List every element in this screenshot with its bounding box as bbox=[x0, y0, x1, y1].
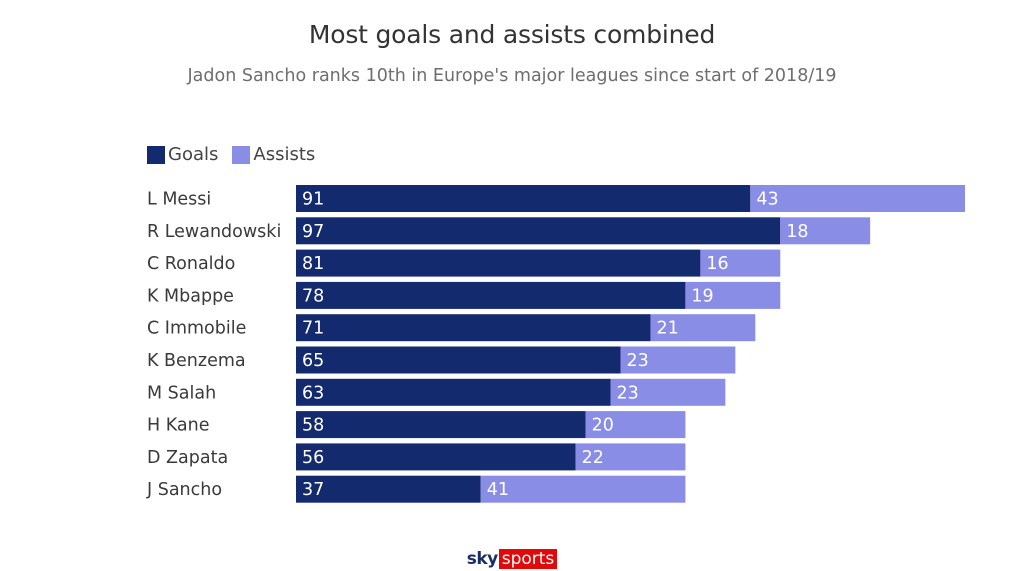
bar-goals-h-kane bbox=[296, 411, 586, 439]
bar-goals-k-benzema bbox=[296, 346, 621, 374]
category-label-h-kane: H Kane bbox=[147, 416, 209, 436]
chart-subtitle: Jadon Sancho ranks 10th in Europe's majo… bbox=[187, 66, 837, 86]
sky-sports-logo: sky sports bbox=[0, 549, 1024, 569]
data-label-assists-j-sancho: 41 bbox=[487, 480, 509, 500]
legend-item-goals: Goals bbox=[147, 144, 218, 165]
bar-assists-c-ronaldo bbox=[700, 249, 781, 277]
category-label-r-lewandowski: R Lewandowski bbox=[147, 222, 281, 242]
data-label-goals-k-mbappe: 78 bbox=[302, 286, 324, 306]
bar-assists-k-benzema bbox=[620, 346, 736, 374]
category-label-m-salah: M Salah bbox=[147, 383, 216, 403]
data-label-goals-k-benzema: 65 bbox=[302, 351, 324, 371]
data-label-goals-c-immobile: 71 bbox=[302, 319, 324, 339]
data-label-assists-h-kane: 20 bbox=[592, 416, 614, 436]
data-label-goals-l-messi: 91 bbox=[302, 190, 324, 210]
bar-goals-l-messi bbox=[296, 185, 751, 212]
data-label-assists-l-messi: 43 bbox=[756, 190, 778, 210]
data-label-assists-k-mbappe: 19 bbox=[691, 286, 713, 306]
bar-goals-c-ronaldo bbox=[296, 249, 701, 277]
bar-assists-l-messi bbox=[750, 185, 965, 212]
legend-swatch-assists bbox=[232, 145, 251, 164]
data-label-assists-c-immobile: 21 bbox=[656, 319, 678, 339]
legend: Goals Assists bbox=[147, 144, 329, 165]
category-label-k-benzema: K Benzema bbox=[147, 351, 246, 371]
chart-title: Most goals and assists combined bbox=[308, 20, 716, 49]
data-label-goals-r-lewandowski: 97 bbox=[302, 222, 324, 242]
data-label-assists-c-ronaldo: 16 bbox=[706, 254, 728, 274]
bar-assists-j-sancho bbox=[480, 475, 686, 503]
logo-sky: sky bbox=[466, 549, 499, 569]
data-label-assists-k-benzema: 23 bbox=[627, 351, 649, 371]
legend-label-goals: Goals bbox=[168, 144, 219, 165]
bar-goals-c-immobile bbox=[296, 314, 651, 342]
bar-goals-k-mbappe bbox=[296, 281, 686, 309]
bar-assists-h-kane bbox=[585, 411, 686, 439]
data-label-goals-j-sancho: 37 bbox=[302, 480, 324, 500]
logo-sports: sports bbox=[498, 549, 558, 569]
data-label-assists-m-salah: 23 bbox=[617, 383, 639, 403]
category-label-j-sancho: J Sancho bbox=[146, 480, 222, 500]
category-label-k-mbappe: K Mbappe bbox=[147, 286, 234, 306]
bar-assists-k-mbappe bbox=[685, 281, 781, 309]
category-label-c-immobile: C Immobile bbox=[147, 319, 246, 339]
legend-item-assists: Assists bbox=[232, 144, 315, 165]
bar-goals-r-lewandowski bbox=[296, 217, 781, 245]
data-label-goals-h-kane: 58 bbox=[302, 416, 324, 436]
data-label-assists-d-zapata: 22 bbox=[582, 448, 604, 468]
bar-goals-j-sancho bbox=[296, 475, 481, 503]
bar-assists-r-lewandowski bbox=[780, 217, 871, 245]
category-label-d-zapata: D Zapata bbox=[147, 448, 228, 468]
bar-goals-m-salah bbox=[296, 378, 611, 406]
category-label-c-ronaldo: C Ronaldo bbox=[147, 254, 235, 274]
category-label-l-messi: L Messi bbox=[147, 190, 211, 210]
data-label-goals-c-ronaldo: 81 bbox=[302, 254, 324, 274]
legend-label-assists: Assists bbox=[253, 144, 316, 165]
data-label-goals-m-salah: 63 bbox=[302, 383, 324, 403]
bar-assists-m-salah bbox=[610, 378, 726, 406]
data-label-assists-r-lewandowski: 18 bbox=[786, 222, 808, 242]
legend-swatch-goals bbox=[147, 145, 165, 164]
bar-assists-d-zapata bbox=[575, 443, 686, 471]
data-label-goals-d-zapata: 56 bbox=[302, 448, 324, 468]
bar-assists-c-immobile bbox=[650, 314, 756, 342]
bar-goals-d-zapata bbox=[296, 443, 576, 471]
